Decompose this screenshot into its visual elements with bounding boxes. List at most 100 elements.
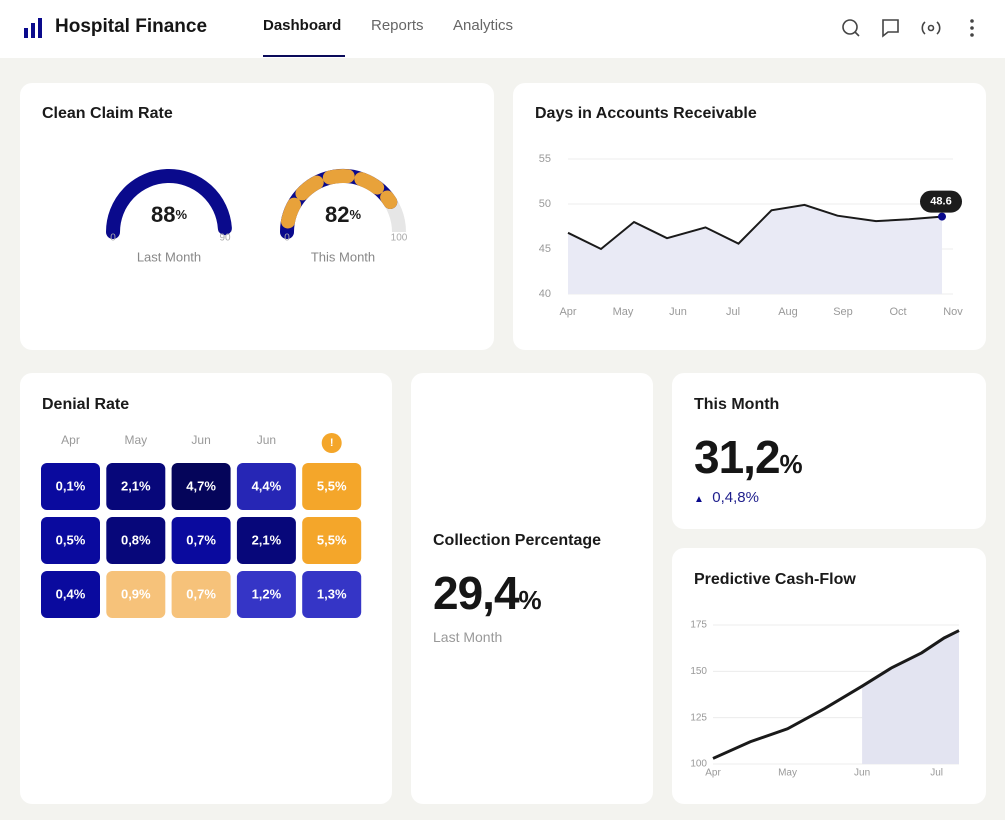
nav-tab[interactable]: Analytics xyxy=(453,17,514,34)
alert-badge xyxy=(321,433,342,453)
card-title: Days in Accounts Receivable xyxy=(535,105,757,122)
column-label: Jun xyxy=(257,433,276,447)
heat-cell xyxy=(171,463,231,510)
y-tick-label: 50 xyxy=(539,198,551,210)
x-tick-label: May xyxy=(778,768,797,779)
area xyxy=(568,204,942,294)
y-tick-label: 100 xyxy=(690,759,707,770)
x-tick-label: Apr xyxy=(559,306,576,318)
kpi-unit: % xyxy=(518,585,542,615)
y-tick-label: 55 xyxy=(539,153,551,165)
kpi-number: 29,4 xyxy=(433,567,520,619)
gauge-arc xyxy=(106,169,232,239)
header: Hospital Finance Dashboard Reports Analyti… xyxy=(0,0,1005,58)
x-tick-label: Sep xyxy=(833,306,853,318)
heat-cell xyxy=(236,463,296,510)
cell-label: 2,1% xyxy=(121,478,151,493)
cell-label: 5,5% xyxy=(317,532,347,547)
y-tick-label: 40 xyxy=(539,288,551,300)
heat-cell xyxy=(41,571,100,618)
card-title: Collection Percentage xyxy=(433,532,602,549)
broadcast-icon[interactable] xyxy=(921,21,941,35)
cell-label: 1,2% xyxy=(252,586,282,601)
heat-cell xyxy=(302,517,362,564)
kpi-value: 29,4% xyxy=(433,566,542,620)
column-label: Jun xyxy=(191,433,210,447)
x-tick-label: Jun xyxy=(669,306,687,318)
card xyxy=(672,373,986,529)
column-label: May xyxy=(124,433,147,447)
more-icon[interactable] xyxy=(970,19,974,37)
area xyxy=(862,630,959,764)
kpi-value: 31,2% xyxy=(694,430,803,484)
gauge-unit: % xyxy=(349,207,361,222)
x-tick-label: Jun xyxy=(854,768,870,779)
heat-cell xyxy=(302,463,362,510)
cell-label: 0,1% xyxy=(56,478,86,493)
kpi-unit: % xyxy=(779,449,803,479)
nav-tab[interactable]: Reports xyxy=(371,17,424,34)
x-tick-label: Apr xyxy=(705,768,721,779)
kpi-number: 31,2 xyxy=(694,431,781,483)
heat-cell xyxy=(106,571,166,618)
cell-label: 0,7% xyxy=(186,532,216,547)
y-tick-label: 150 xyxy=(690,666,707,677)
card xyxy=(513,83,986,350)
heat-cell xyxy=(41,463,100,510)
column-label: ! xyxy=(330,437,334,449)
gauge-value: 82% xyxy=(325,202,361,227)
card-title: Predictive Cash-Flow xyxy=(694,571,856,588)
gauge-label: This Month xyxy=(311,249,375,264)
cell-label: 0,8% xyxy=(121,532,151,547)
card xyxy=(411,373,653,804)
heat-cell xyxy=(106,517,166,564)
gauge-max: 90 xyxy=(219,233,231,244)
x-tick-label: Aug xyxy=(778,306,798,318)
card-title: Denial Rate xyxy=(42,396,130,413)
x-tick-label: Jul xyxy=(726,306,740,318)
nav-tab[interactable]: Dashboard xyxy=(263,17,342,34)
cell-label: 0,7% xyxy=(186,586,216,601)
kpi-change: ▲ 0,4,8% xyxy=(694,489,759,506)
logo xyxy=(24,18,42,38)
gauge-value: 88% xyxy=(151,202,187,227)
chat-icon[interactable] xyxy=(882,19,899,38)
y-tick-label: 125 xyxy=(690,712,707,723)
heat-cell xyxy=(171,517,231,564)
heat-cell xyxy=(236,517,296,564)
gauge-number: 88 xyxy=(151,202,175,227)
cell-label: 0,9% xyxy=(121,586,151,601)
gauge-min: 0 xyxy=(110,233,116,244)
cell-label: 0,4% xyxy=(56,586,86,601)
heat-cell xyxy=(171,571,231,618)
nav-underline xyxy=(263,55,345,57)
heat-cell xyxy=(236,571,296,618)
heat-cell xyxy=(106,463,166,510)
callout xyxy=(920,190,962,213)
card xyxy=(20,83,494,350)
line xyxy=(567,203,943,251)
search-icon[interactable] xyxy=(842,19,860,37)
cell-label: 1,3% xyxy=(317,586,347,601)
x-tick-label: Nov xyxy=(943,306,963,318)
heat-cell xyxy=(302,571,362,618)
y-tick-label: 45 xyxy=(539,243,551,255)
gauge-unit: % xyxy=(175,207,187,222)
cell-label: 4,7% xyxy=(186,478,216,493)
gauge-number: 82 xyxy=(325,202,349,227)
cell-label: 5,5% xyxy=(317,478,347,493)
change-value: 0,4,8% xyxy=(712,489,759,506)
gauge-max: 100 xyxy=(391,233,408,244)
x-tick-label: May xyxy=(613,306,634,318)
x-tick-label: Oct xyxy=(889,306,906,318)
y-tick-label: 175 xyxy=(690,620,707,631)
column-label: Apr xyxy=(61,433,80,447)
card-title: Clean Claim Rate xyxy=(42,105,173,122)
line xyxy=(712,629,960,760)
gauge-accent xyxy=(280,169,398,229)
cell-label: 2,1% xyxy=(252,532,282,547)
app-title: Hospital Finance xyxy=(55,16,208,37)
point xyxy=(938,212,946,221)
